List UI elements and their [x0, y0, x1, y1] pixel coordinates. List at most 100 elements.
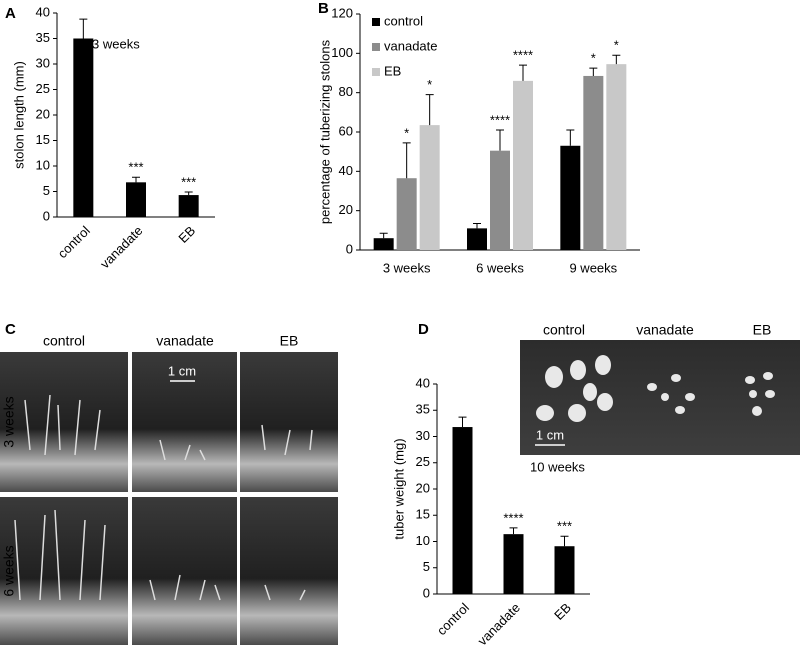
y-tick-label: 30 — [36, 55, 50, 70]
y-tick-label: 0 — [346, 241, 353, 256]
bar — [73, 38, 94, 217]
significance: **** — [513, 48, 533, 63]
significance: **** — [503, 510, 523, 525]
significance: * — [427, 77, 432, 92]
error-bar — [560, 535, 569, 547]
panel-letter: B — [318, 0, 329, 17]
panel-letter: D — [418, 321, 429, 338]
x-tick-label: vanadate — [97, 223, 145, 271]
bar — [419, 125, 440, 250]
bar — [396, 178, 417, 250]
y-tick-label: 20 — [416, 480, 430, 495]
legend-swatch — [372, 68, 380, 76]
bar — [554, 546, 575, 594]
bar — [373, 238, 394, 250]
y-axis-label: percentage of tuberizing stolons — [317, 39, 332, 224]
significance: *** — [128, 160, 143, 175]
error-bar — [402, 142, 411, 179]
jar-photos — [0, 352, 338, 645]
y-tick-label: 100 — [331, 45, 353, 60]
row-label: 3 weeks — [1, 396, 17, 447]
error-bar — [589, 67, 598, 76]
error-bar — [79, 18, 88, 39]
y-tick-label: 20 — [339, 202, 353, 217]
y-tick-label: 40 — [416, 375, 430, 390]
y-tick-label: 10 — [36, 157, 50, 172]
significance: * — [404, 125, 409, 140]
error-bar — [184, 191, 193, 196]
y-tick-label: 5 — [423, 559, 430, 574]
y-tick-label: 40 — [339, 163, 353, 178]
scale-label: 1 cm — [536, 427, 564, 442]
bar — [560, 145, 581, 250]
x-tick-label: EB — [551, 600, 574, 623]
legend-label: control — [384, 13, 423, 28]
bar — [467, 228, 487, 250]
error-bar — [612, 54, 621, 65]
y-tick-label: 120 — [331, 5, 353, 20]
x-tick-label: vanadate — [475, 600, 523, 648]
y-tick-label: 25 — [416, 454, 430, 469]
error-bar — [379, 232, 388, 239]
y-tick-label: 25 — [36, 81, 50, 96]
error-bar — [458, 416, 467, 428]
significance: *** — [181, 174, 196, 189]
column-label: EB — [753, 322, 772, 338]
annotation: 3 weeks — [92, 36, 140, 51]
legend-swatch — [372, 18, 380, 26]
panel-letter: A — [5, 5, 16, 22]
tuber-photo — [520, 340, 800, 455]
bar — [126, 182, 146, 217]
row-label: 6 weeks — [1, 545, 17, 596]
y-tick-label: 15 — [36, 132, 50, 147]
significance: **** — [490, 112, 510, 127]
bar — [513, 80, 533, 250]
significance: * — [614, 38, 619, 53]
panel-letter: C — [5, 321, 16, 338]
y-tick-label: 15 — [416, 507, 430, 522]
error-bar — [473, 222, 481, 229]
y-tick-label: 35 — [36, 30, 50, 45]
y-tick-label: 30 — [416, 428, 430, 443]
column-label: vanadate — [156, 333, 214, 349]
bar — [583, 75, 604, 250]
error-bar — [425, 94, 434, 126]
caption: 10 weeks — [530, 459, 585, 474]
significance: *** — [557, 519, 572, 534]
column-label: EB — [280, 333, 299, 349]
column-label: control — [43, 333, 85, 349]
column-label: vanadate — [636, 322, 694, 338]
bar — [490, 150, 510, 250]
y-tick-label: 40 — [36, 4, 50, 19]
y-axis-label: stolon length (mm) — [11, 61, 26, 169]
x-tick-label: 3 weeks — [383, 260, 431, 275]
scale-label: 1 cm — [168, 363, 196, 378]
y-tick-label: 60 — [339, 123, 353, 138]
y-tick-label: 80 — [339, 84, 353, 99]
x-tick-label: control — [434, 600, 472, 638]
error-bar — [509, 527, 518, 535]
bar — [452, 427, 473, 594]
significance: * — [591, 51, 596, 66]
bar — [606, 64, 627, 251]
x-tick-label: 9 weeks — [569, 260, 617, 275]
x-tick-label: EB — [175, 223, 198, 246]
error-bar — [496, 129, 504, 151]
y-tick-label: 10 — [416, 533, 430, 548]
bar — [178, 195, 199, 217]
y-tick-label: 0 — [43, 208, 50, 223]
y-tick-label: 20 — [36, 106, 50, 121]
y-axis-label: tuber weight (mg) — [391, 438, 406, 539]
error-bar — [132, 176, 140, 183]
y-tick-label: 0 — [423, 585, 430, 600]
error-bar — [519, 64, 527, 81]
legend-label: EB — [384, 63, 401, 78]
legend-swatch — [372, 43, 380, 51]
y-tick-label: 35 — [416, 402, 430, 417]
x-tick-label: control — [55, 223, 93, 261]
legend-label: vanadate — [384, 38, 438, 53]
error-bar — [566, 129, 575, 146]
x-tick-label: 6 weeks — [476, 260, 524, 275]
y-tick-label: 5 — [43, 183, 50, 198]
